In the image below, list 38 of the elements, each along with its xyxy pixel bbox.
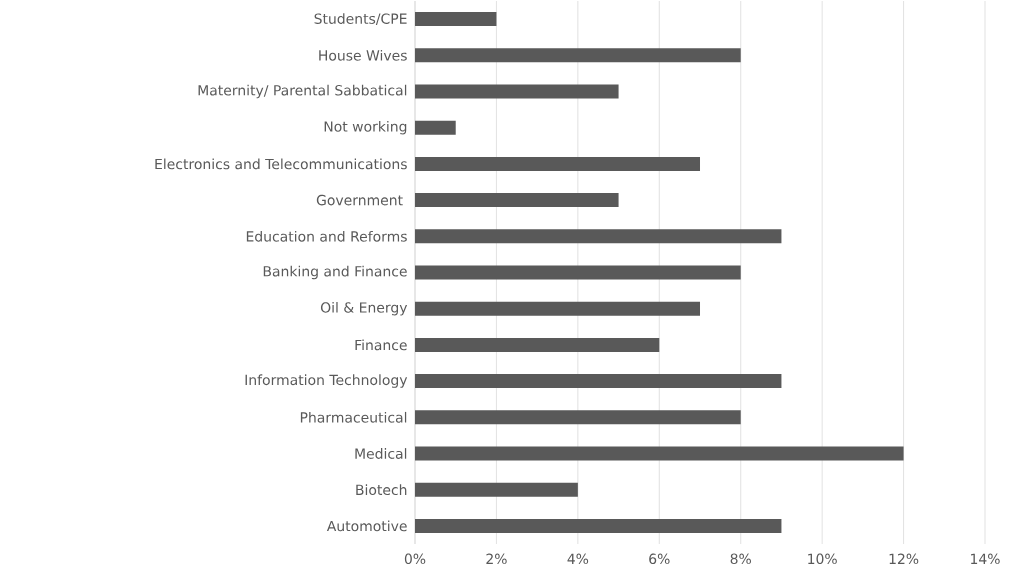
bar	[415, 193, 619, 208]
x-tick-label: 6%	[649, 553, 670, 565]
bar	[415, 156, 700, 171]
bar	[415, 482, 578, 497]
x-tick-label: 12%	[889, 553, 919, 565]
bar	[415, 48, 741, 63]
x-tick-label: 0%	[404, 553, 426, 565]
y-tick-label: Biotech	[356, 484, 407, 496]
bar	[415, 265, 741, 280]
y-tick-label: Government	[316, 194, 403, 206]
x-tick-label: 10%	[808, 553, 837, 565]
x-tick-label: 2%	[486, 553, 507, 565]
bar	[415, 120, 456, 135]
y-tick-label: Electronics and Telecommunications	[155, 158, 407, 170]
y-tick-label: Students/CPE	[314, 13, 407, 26]
y-tick-label: Education and Reforms	[246, 230, 407, 242]
y-tick-label: Automotive	[326, 520, 407, 532]
x-tick-label: 14%	[971, 553, 1000, 565]
y-tick-label: Information Technology	[245, 374, 408, 388]
y-tick-label: House Wives	[319, 49, 407, 61]
bar	[415, 337, 660, 352]
bar	[415, 12, 497, 27]
bar	[415, 410, 741, 425]
bar	[415, 446, 904, 461]
bar	[415, 518, 782, 533]
bar	[415, 84, 619, 99]
bar	[415, 229, 782, 244]
y-tick-label: Oil & Energy	[320, 301, 408, 316]
bar	[415, 301, 700, 316]
y-tick-label: Pharmaceutical	[300, 411, 407, 423]
x-tick-label: 4%	[567, 553, 589, 565]
y-tick-label: Finance	[355, 339, 407, 351]
y-tick-label: Medical	[355, 448, 407, 459]
y-tick-label: Banking and Finance	[263, 265, 407, 280]
bar	[415, 374, 782, 389]
y-tick-label: Not working	[324, 120, 407, 135]
x-tick-label: 8%	[730, 553, 752, 565]
y-tick-label: Maternity/ Parental Sabbatical	[198, 84, 407, 99]
